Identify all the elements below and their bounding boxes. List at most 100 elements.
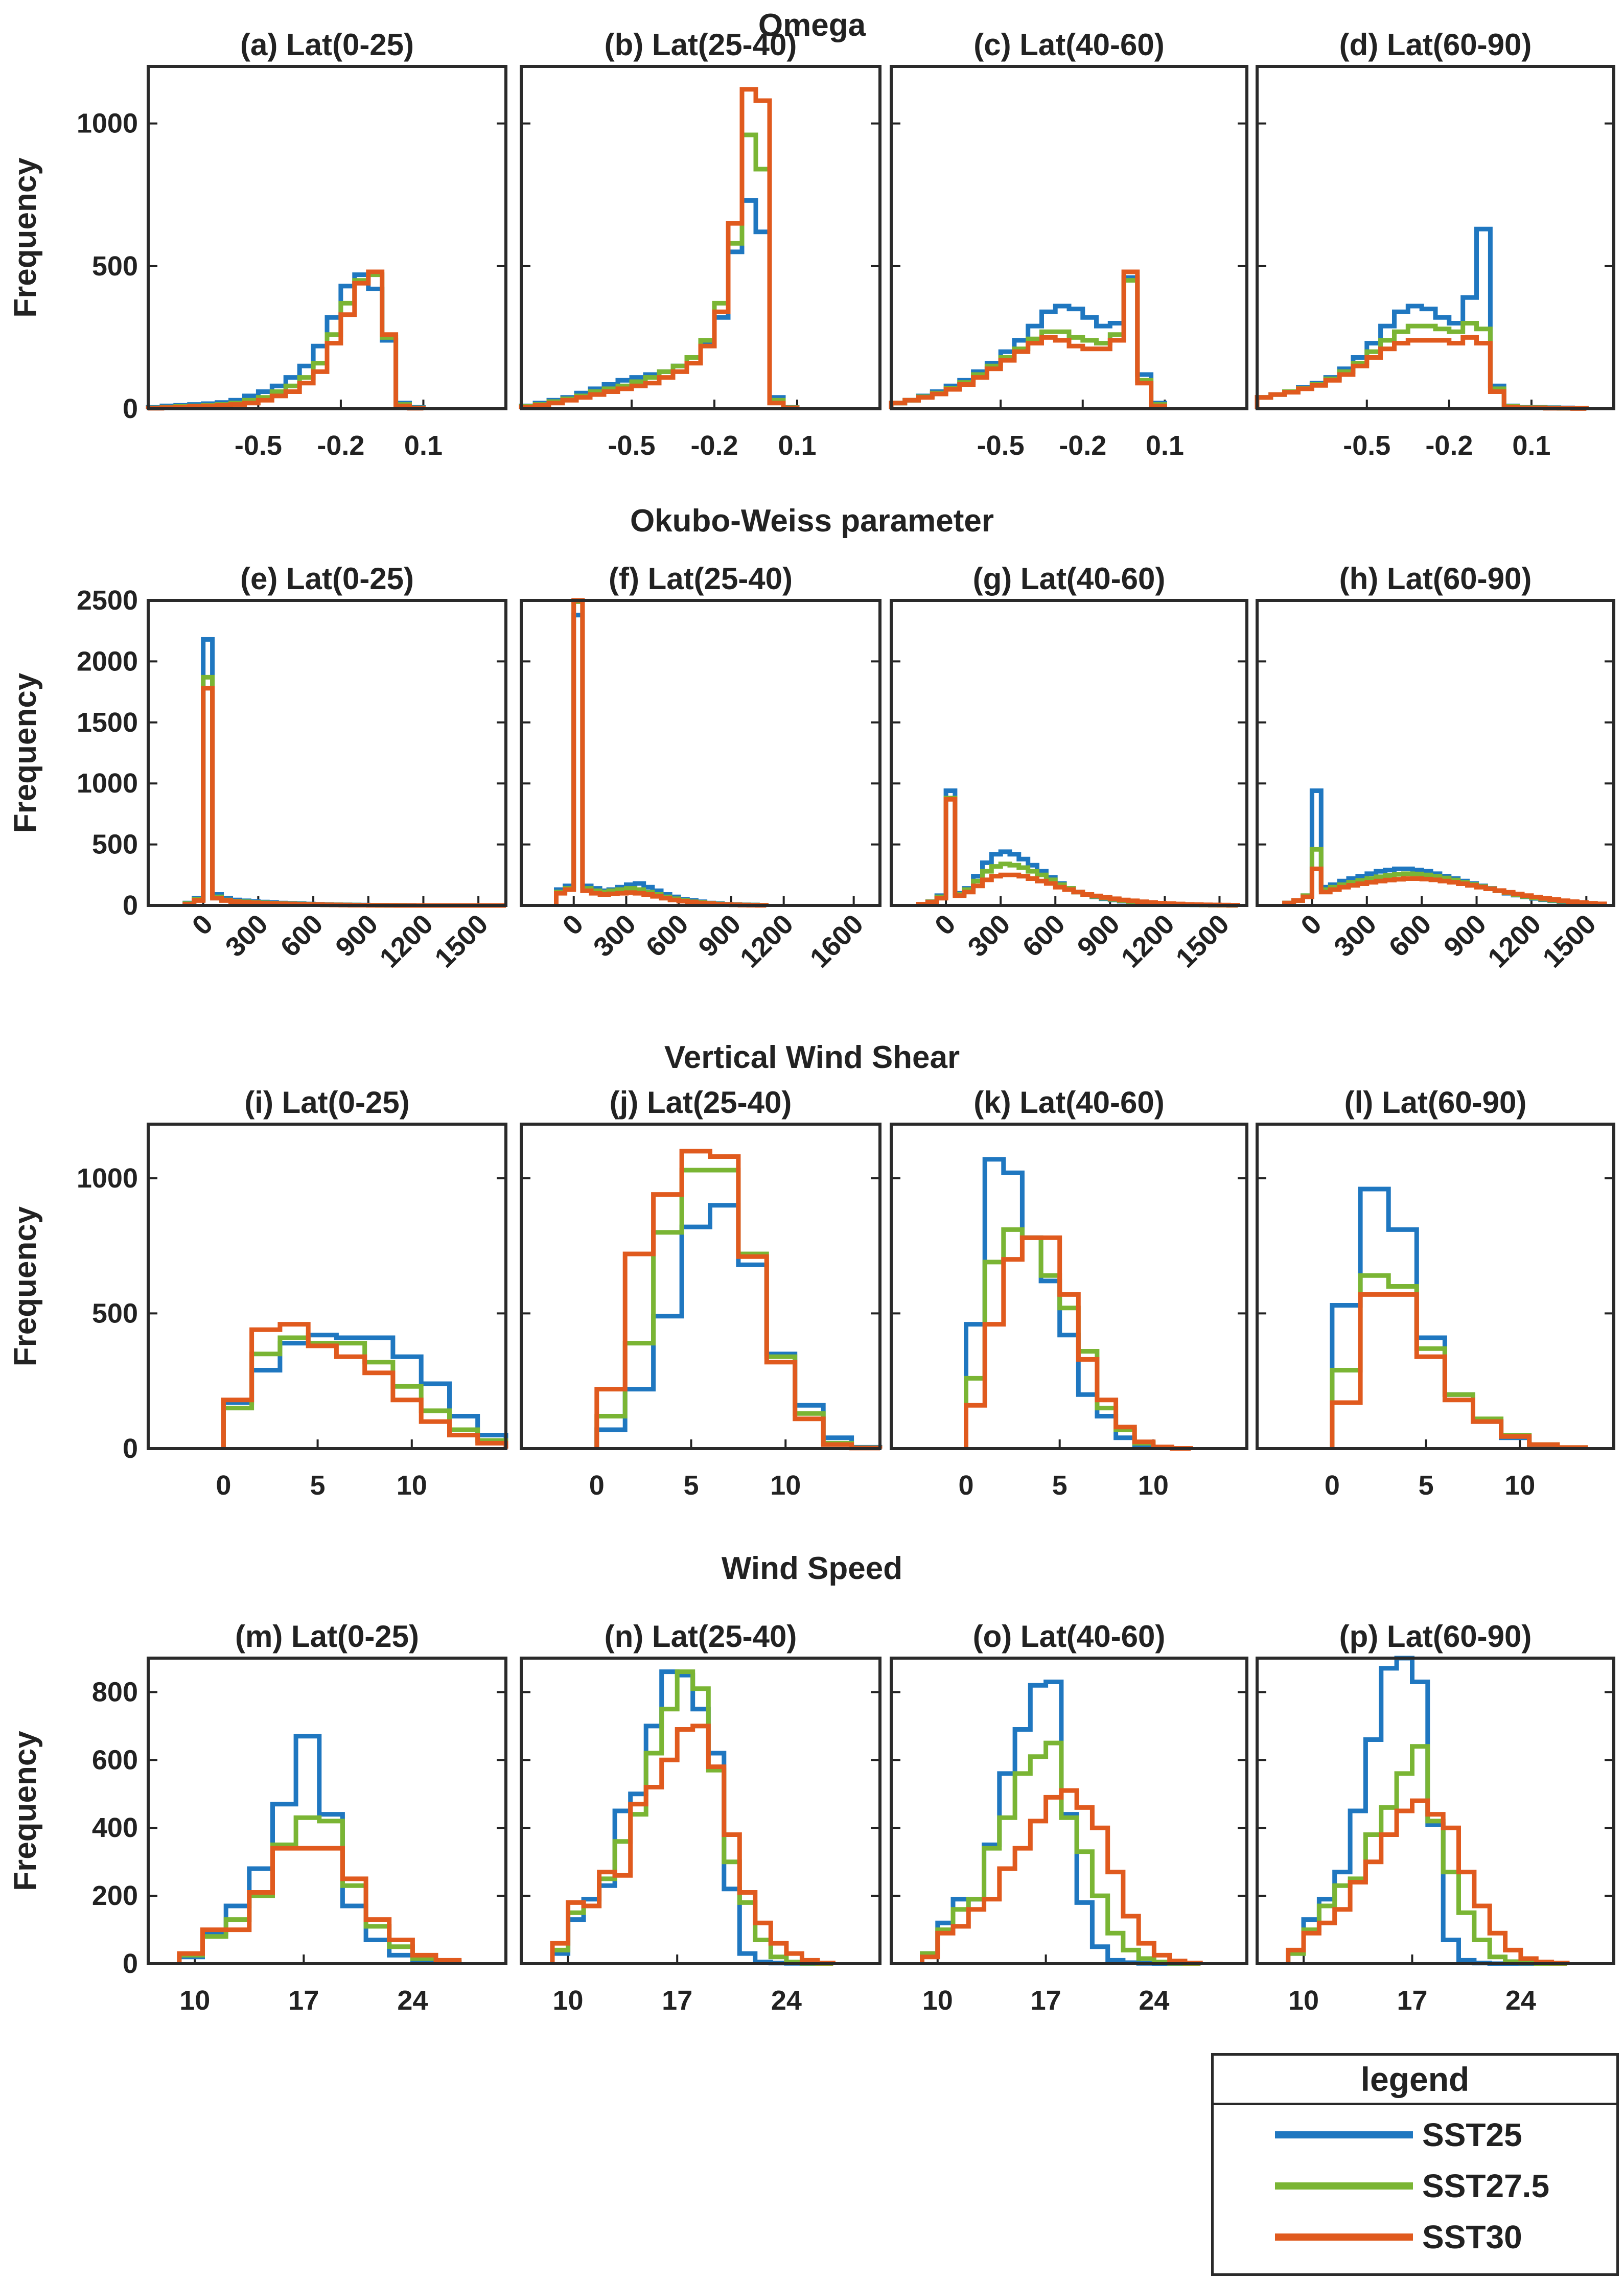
panel-10-frame — [890, 1123, 1248, 1450]
panel-4-ytick-label: 0 — [123, 890, 138, 921]
panel-7-xtick-label: 1200 — [1482, 909, 1547, 973]
panel-13-xtick-label: 17 — [662, 1985, 692, 2016]
panel-11-xtick-label: 10 — [1504, 1470, 1535, 1501]
panel-7-series-sst30 — [1282, 866, 1607, 906]
panel-2-series-sst30 — [889, 269, 1167, 409]
legend-label-sst25: SST25 — [1422, 2116, 1522, 2153]
panel-8-series-sst27-5 — [221, 1335, 508, 1449]
panel-14-series-sst30 — [920, 1788, 1203, 1966]
panel-0-xtick-label: -0.2 — [317, 430, 364, 461]
panel-8-series-sst30 — [221, 1322, 508, 1449]
panel-13-series-sst25 — [550, 1669, 833, 1966]
panel-9-xtick-label: 0 — [589, 1470, 605, 1501]
row-title-2: Vertical Wind Shear — [664, 1040, 960, 1075]
panel-5-title: (f) Lat(25-40) — [609, 562, 793, 596]
panel-5-series-sst30 — [554, 598, 769, 908]
panel-5-xtick-label: 600 — [640, 909, 694, 963]
panel-1-xtick-label: -0.2 — [690, 430, 738, 461]
panel-7-frame — [1256, 599, 1615, 907]
panel-14-series-sst27-5 — [920, 1740, 1201, 1966]
panel-8-ytick-label: 0 — [123, 1433, 138, 1464]
panel-3-series-sst30 — [1255, 335, 1589, 411]
panel-6-xtick-label: 0 — [929, 909, 962, 941]
panel-4-xtick-label: 0 — [187, 909, 219, 941]
panel-12-title: (m) Lat(0-25) — [235, 1619, 419, 1654]
panel-3-xtick-label: -0.5 — [1343, 430, 1390, 461]
panel-14-xtick-label: 10 — [922, 1985, 953, 2016]
panel-13-xtick-label: 24 — [771, 1985, 802, 2016]
panel-14-series-sst25 — [920, 1680, 1201, 1966]
panel-0-xtick-label: -0.5 — [235, 430, 282, 461]
panel-4-xtick-label: 300 — [220, 909, 274, 963]
panel-4-series-sst25 — [182, 637, 506, 908]
panel-8-xtick-label: 0 — [216, 1470, 231, 1501]
legend-entry-sst27-5: SST27.5 — [1275, 2167, 1549, 2205]
panel-11-series-sst25 — [1330, 1186, 1588, 1450]
panel-12-ytick-label: 200 — [92, 1880, 138, 1911]
panel-0-ytick-label: 1000 — [77, 108, 138, 139]
panel-12-frame — [147, 1657, 507, 1965]
panel-12-series-sst30 — [177, 1846, 462, 1964]
panel-4-ylabel: Frequency — [8, 672, 43, 833]
panel-7-xtick-label: 1500 — [1537, 909, 1602, 973]
panel-5-series-sst25 — [554, 613, 769, 907]
panel-10-xtick-label: 5 — [1052, 1470, 1068, 1501]
panel-11-xtick-label: 5 — [1419, 1470, 1434, 1501]
panel-3-xtick-label: 0.1 — [1512, 430, 1550, 461]
panel-9-series-sst30 — [594, 1149, 883, 1451]
panel-8-ytick-label: 500 — [92, 1298, 138, 1329]
panel-11-series-sst27-5 — [1330, 1273, 1588, 1450]
panel-13-frame — [520, 1657, 881, 1965]
panel-0-ytick-label: 0 — [123, 393, 138, 424]
legend-title: legend — [1214, 2056, 1616, 2105]
panel-2-xtick-label: -0.5 — [977, 430, 1025, 461]
panel-14-title: (o) Lat(40-60) — [973, 1619, 1166, 1654]
panel-0-series-sst30 — [146, 269, 426, 411]
panel-4-xtick-label: 1200 — [374, 909, 439, 973]
panel-3-frame — [1256, 65, 1615, 410]
panel-11-frame — [1256, 1123, 1615, 1450]
panel-8-series-sst25 — [221, 1333, 508, 1449]
panel-4-ytick-label: 500 — [92, 829, 138, 860]
panel-6-xtick-label: 1500 — [1170, 909, 1235, 973]
panel-12-ytick-label: 0 — [123, 1948, 138, 1979]
panel-15-xtick-label: 10 — [1288, 1985, 1319, 2016]
panel-9-frame — [520, 1123, 881, 1450]
panel-1-series-sst27-5 — [519, 132, 800, 410]
panel-4-ytick-label: 1000 — [77, 768, 138, 799]
panel-11-series-sst30 — [1330, 1292, 1588, 1450]
panel-9-xtick-label: 5 — [684, 1470, 699, 1501]
legend-label-sst30: SST30 — [1422, 2219, 1522, 2255]
panel-14-xtick-label: 17 — [1031, 1985, 1061, 2016]
panel-6-xtick-label: 300 — [962, 909, 1016, 963]
panel-1-xtick-label: -0.5 — [608, 430, 655, 461]
panel-6-title: (g) Lat(40-60) — [973, 562, 1166, 596]
panel-3-series-sst27-5 — [1255, 321, 1589, 411]
legend-line-sst30 — [1275, 2233, 1413, 2241]
panel-4-ytick-label: 2500 — [77, 585, 138, 616]
panel-2-xtick-label: 0.1 — [1146, 430, 1184, 461]
panel-12-ytick-label: 800 — [92, 1677, 138, 1707]
panel-1-title: (b) Lat(25-40) — [605, 28, 797, 62]
panel-12-xtick-label: 17 — [288, 1985, 319, 2016]
panel-0-frame — [147, 65, 507, 410]
panel-4-series-sst30 — [182, 686, 506, 908]
panel-12-ytick-label: 400 — [92, 1812, 138, 1843]
panel-0-ytick-label: 500 — [92, 251, 138, 282]
panel-2-frame — [890, 65, 1248, 410]
panel-9-xtick-label: 10 — [770, 1470, 801, 1501]
panel-7-xtick-label: 300 — [1328, 909, 1382, 963]
panel-5-frame — [520, 599, 881, 907]
legend-label-sst27-5: SST27.5 — [1422, 2168, 1550, 2204]
panel-13-xtick-label: 10 — [553, 1985, 584, 2016]
panel-11-title: (l) Lat(60-90) — [1344, 1085, 1527, 1120]
panel-4-xtick-label: 1500 — [429, 909, 494, 973]
panel-13-series-sst27-5 — [550, 1669, 833, 1966]
panel-14-frame — [890, 1657, 1248, 1965]
panel-13-title: (n) Lat(25-40) — [605, 1619, 797, 1654]
panel-15-title: (p) Lat(60-90) — [1339, 1619, 1532, 1654]
panel-15-series-sst30 — [1286, 1798, 1570, 1966]
legend-line-sst27-5 — [1275, 2182, 1413, 2190]
panel-0-xtick-label: 0.1 — [404, 430, 443, 461]
panel-12-ylabel: Frequency — [8, 1731, 43, 1891]
